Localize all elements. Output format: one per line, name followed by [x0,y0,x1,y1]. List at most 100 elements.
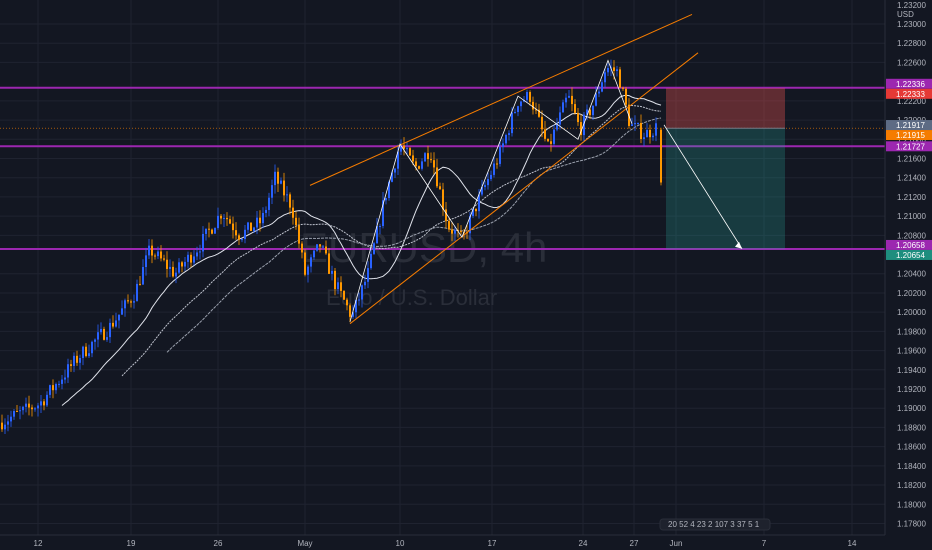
y-tick-label: 1.18000 [897,500,926,509]
candle-body [115,320,117,327]
candle-body [361,285,363,300]
candle-body [289,194,291,208]
candle-body [121,308,123,315]
price-badge-label: 1.21915 [896,131,925,140]
y-tick-label: 1.22600 [897,58,926,67]
candle-body [643,137,645,139]
candle-body [52,385,54,391]
y-tick-label: 1.21000 [897,212,926,221]
channel-upper-line [309,13,693,186]
candle-body [109,322,111,338]
candle-body [25,403,27,407]
candle-body [388,181,390,199]
candle-body [655,123,657,136]
price-badge [886,78,932,89]
candle-body [544,129,546,139]
price-badge [886,88,932,99]
candle-body [565,97,567,103]
candle-body [625,88,627,105]
price-badge-label: 1.22333 [896,90,925,99]
candle-body [211,229,213,234]
candle-body [652,135,654,138]
candle-body [310,257,312,267]
candle-body [43,401,45,406]
position-risk-zone [666,88,785,129]
candle-body [601,82,603,92]
candle-body [550,141,552,144]
candle-body [553,129,555,144]
candle-body [277,171,279,184]
candle-body [511,112,513,134]
candle-body [34,408,36,410]
candle-body [151,245,153,256]
candle-body [538,109,540,117]
candle-body [91,341,93,354]
candle-body [1,422,3,430]
candle-body [4,424,6,430]
candle-body [193,256,195,263]
candle-body [49,385,51,395]
candle-body [103,328,105,340]
candle-body [298,225,300,244]
candle-body [13,411,15,417]
position-reward-zone [666,128,785,250]
price-badge [886,130,932,141]
x-tick-label: 17 [488,539,497,548]
projection-arrow-line [663,124,743,249]
candle-body [313,250,315,258]
candle-body [532,101,534,110]
horizontal-levels[interactable] [0,86,885,250]
candle-body [112,322,114,327]
candle-body [352,312,354,317]
candle-body [46,394,48,406]
candle-body [139,283,141,285]
candle-body [181,262,183,267]
candle-body [496,163,498,165]
candle-body [175,272,177,277]
candle-body [136,283,138,302]
candle-body [541,116,543,130]
x-tick-label: 12 [34,539,43,548]
y-tick-label: 1.19200 [897,385,926,394]
short-position-tool[interactable] [666,88,785,250]
candle-body [7,421,9,425]
candle-body [616,69,618,72]
candle-body [196,252,198,257]
price-badge-label: 1.21917 [896,121,925,130]
trend-drawings[interactable] [309,13,743,325]
candle-body [379,226,381,228]
y-tick-label: 1.20200 [897,289,926,298]
candle-body [517,106,519,113]
time-axis[interactable]: 12 19 26 May 10 17 24 27 Jun 7 14 [0,534,885,550]
candle-body [337,282,339,290]
price-badge [886,141,932,152]
candle-body [16,411,18,413]
candle-body [556,124,558,130]
candle-body [454,230,456,234]
x-tick-label: 24 [579,539,588,548]
candle-body [589,109,591,116]
candle-body [295,217,297,226]
candle-body [178,262,180,273]
x-tick-label: 27 [630,539,639,548]
candle-body [67,364,69,378]
y-tick-label: 1.20800 [897,231,926,240]
candle-body [340,282,342,291]
grid [0,0,885,535]
candle-body [448,221,450,230]
candle-body [649,129,651,138]
candle-body [220,215,222,219]
candle-body [94,339,96,342]
price-badge [886,239,932,250]
candle-body [508,133,510,135]
price-badge [886,120,932,131]
candle-body [604,72,606,83]
bottom-toolbar[interactable]: 20 52 4 23 2 107 3 37 5 1 [659,518,771,531]
candle-body [490,174,492,180]
candle-body [568,95,570,98]
candle-body [412,155,414,162]
candle-body [316,244,318,251]
candle-body [241,239,243,241]
candle-body [304,252,306,275]
